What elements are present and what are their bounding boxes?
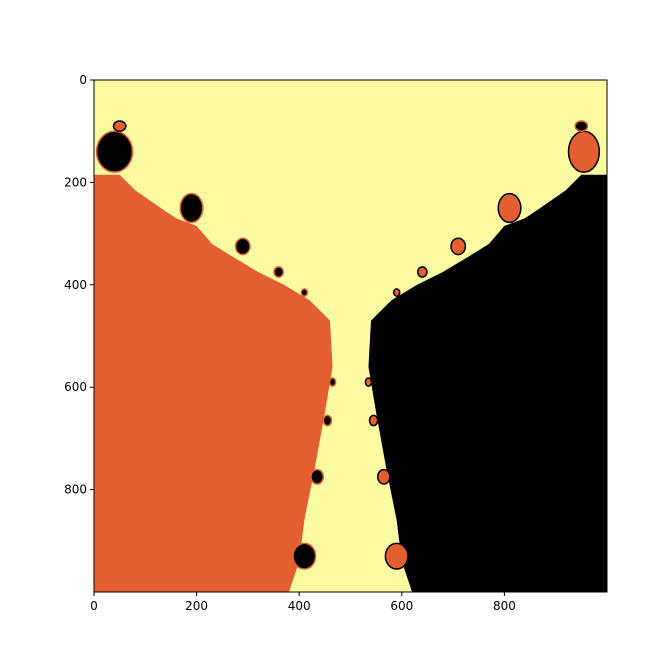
plot-area — [94, 80, 607, 592]
y-tick-label: 0 — [79, 73, 87, 87]
fractal-bulb — [450, 237, 467, 256]
x-tick-label: 400 — [288, 599, 311, 613]
fractal-bulb — [322, 414, 333, 427]
fractal-bulb — [273, 266, 285, 278]
x-axis: 0 200 400 600 800 — [90, 592, 516, 613]
x-tick-label: 200 — [185, 599, 208, 613]
fractal-bulb — [392, 288, 401, 297]
fractal-bulb — [567, 130, 601, 173]
fractal-bulb — [292, 542, 317, 570]
y-tick-label: 200 — [64, 175, 87, 189]
fractal-bulb — [416, 266, 428, 278]
x-tick-label: 600 — [390, 599, 413, 613]
fractal-bulb — [179, 192, 204, 224]
fractal-bulb — [234, 237, 251, 256]
right-basin-region — [368, 174, 607, 592]
plot-frame — [93, 79, 608, 593]
fractal-bulb — [376, 468, 391, 485]
y-axis: 0 200 400 600 800 — [64, 73, 94, 497]
fractal-bulb — [384, 542, 409, 570]
left-basin-region — [94, 174, 333, 592]
y-tick-label: 400 — [64, 278, 87, 292]
x-tick-label: 0 — [90, 599, 98, 613]
fractal-bulb — [497, 192, 522, 224]
fractal-bulb — [310, 468, 325, 485]
x-tick-label: 800 — [493, 599, 516, 613]
y-tick-label: 600 — [64, 380, 87, 394]
fractal-bulb — [368, 414, 379, 427]
fractal-bulb — [364, 377, 373, 387]
fractal-bulb — [112, 120, 127, 132]
fractal-bulb — [300, 288, 309, 297]
fractal-bulb — [328, 377, 337, 387]
y-tick-label: 800 — [64, 483, 87, 497]
fractal-bulb — [95, 130, 134, 173]
fractal-bulb — [574, 120, 589, 132]
